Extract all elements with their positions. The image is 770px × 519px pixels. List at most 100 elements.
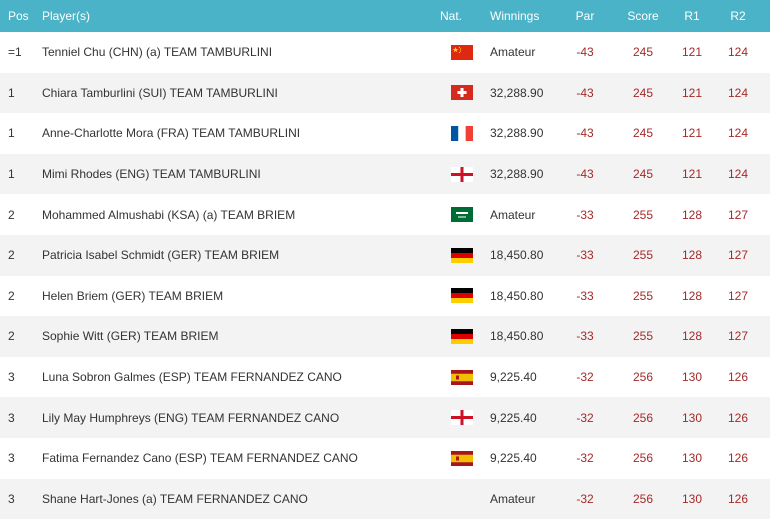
- row-pos: 1: [8, 85, 15, 100]
- row-winnings: 9,225.40: [490, 451, 537, 466]
- row-pos: 3: [8, 491, 15, 506]
- row-player-name[interactable]: Patricia Isabel Schmidt (GER) TEAM BRIEM: [42, 248, 280, 263]
- row-pos: 3: [8, 451, 15, 466]
- row-r1: 121: [681, 45, 703, 60]
- table-row[interactable]: 3 Lily May Humphreys (ENG) TEAM FERNANDEZ…: [0, 397, 770, 438]
- row-par: -43: [576, 167, 594, 182]
- row-par: -33: [576, 248, 594, 263]
- row-score: 245: [632, 126, 654, 141]
- row-r2: 124: [727, 85, 749, 100]
- table-row[interactable]: 2 Sophie Witt (GER) TEAM BRIEM 18,450.80 -3…: [0, 316, 770, 357]
- row-player-name[interactable]: Shane Hart-Jones (a) TEAM FERNANDEZ CANO: [42, 491, 308, 506]
- row-player-name[interactable]: Sophie Witt (GER) TEAM BRIEM: [42, 329, 219, 344]
- row-player-name[interactable]: Anne-Charlotte Mora (FRA) TEAM TAMBURLIN…: [42, 126, 301, 141]
- row-winnings: 32,288.90: [490, 85, 544, 100]
- table-row[interactable]: 3 Shane Hart-Jones (a) TEAM FERNANDEZ CAN…: [0, 478, 770, 519]
- row-pos: 1: [8, 167, 15, 182]
- header-r2[interactable]: R2: [730, 9, 746, 23]
- row-r1: 121: [681, 85, 703, 100]
- row-score: 245: [632, 85, 654, 100]
- row-player-name[interactable]: Luna Sobron Galmes (ESP) TEAM FERNANDEZ …: [42, 370, 342, 385]
- row-r2: 126: [727, 491, 749, 506]
- row-score: 256: [632, 451, 654, 466]
- row-winnings: 9,225.40: [490, 410, 537, 425]
- row-par: -32: [576, 451, 594, 466]
- table-row[interactable]: 1 Anne-Charlotte Mora (FRA) TEAM TAMBURLI…: [0, 113, 770, 154]
- row-player-name[interactable]: Lily May Humphreys (ENG) TEAM FERNANDEZ …: [42, 410, 340, 425]
- row-winnings: Amateur: [490, 207, 536, 222]
- row-pos: 2: [8, 207, 15, 222]
- row-par: -43: [576, 85, 594, 100]
- row-r2: 124: [727, 45, 749, 60]
- header-winnings[interactable]: Winnings: [490, 9, 540, 23]
- header-r1[interactable]: R1: [684, 9, 700, 23]
- row-par: -33: [576, 329, 594, 344]
- row-par: -33: [576, 207, 594, 222]
- row-player-name[interactable]: Mimi Rhodes (ENG) TEAM TAMBURLINI: [42, 167, 261, 182]
- header-pos[interactable]: Pos: [8, 9, 29, 23]
- saudi-arabia-flag-icon: [440, 207, 484, 223]
- row-winnings: 18,450.80: [490, 248, 544, 263]
- table-row[interactable]: 3 Luna Sobron Galmes (ESP) TEAM FERNANDEZ…: [0, 357, 770, 398]
- table-row[interactable]: 2 Mohammed Almushabi (KSA) (a) TEAM BRIEM…: [0, 194, 770, 235]
- row-r2: 126: [727, 370, 749, 385]
- england-flag-icon: [440, 410, 484, 426]
- row-par: -32: [576, 491, 594, 506]
- row-score: 256: [632, 491, 654, 506]
- leaderboard-rows: =1 Tenniel Chu (CHN) (a) TEAM TAMBURLINI A…: [0, 32, 770, 519]
- row-r2: 127: [727, 288, 749, 303]
- header-nat[interactable]: Nat.: [440, 9, 463, 23]
- table-row[interactable]: =1 Tenniel Chu (CHN) (a) TEAM TAMBURLINI A…: [0, 32, 770, 73]
- row-score: 255: [632, 288, 654, 303]
- row-score: 245: [632, 167, 654, 182]
- row-pos: 3: [8, 410, 15, 425]
- leaderboard-header: Pos Player(s) Nat. Winnings Par Score R1…: [0, 0, 770, 32]
- row-r1: 130: [681, 451, 703, 466]
- row-r2: 127: [727, 207, 749, 222]
- france-flag-icon: [440, 125, 484, 141]
- row-par: -33: [576, 288, 594, 303]
- row-player-name[interactable]: Tenniel Chu (CHN) (a) TEAM TAMBURLINI: [42, 45, 273, 60]
- row-r2: 124: [727, 126, 749, 141]
- row-pos: =1: [8, 45, 22, 60]
- row-player-name[interactable]: Mohammed Almushabi (KSA) (a) TEAM BRIEM: [42, 207, 296, 222]
- germany-flag-icon: [440, 328, 484, 344]
- header-par[interactable]: Par: [575, 9, 595, 23]
- row-score: 245: [632, 45, 654, 60]
- table-row[interactable]: 2 Patricia Isabel Schmidt (GER) TEAM BRIE…: [0, 234, 770, 276]
- row-r2: 126: [727, 451, 749, 466]
- header-player[interactable]: Player(s): [42, 9, 91, 23]
- row-score: 255: [632, 329, 654, 344]
- row-pos: 2: [8, 329, 15, 344]
- spain-flag-icon: [440, 369, 484, 385]
- row-winnings: 32,288.90: [490, 167, 544, 182]
- row-r1: 128: [681, 329, 703, 344]
- row-r2: 127: [727, 248, 749, 263]
- row-pos: 1: [8, 126, 15, 141]
- header-score[interactable]: Score: [627, 9, 659, 23]
- row-r1: 130: [681, 491, 703, 506]
- row-player-name[interactable]: Chiara Tamburlini (SUI) TEAM TAMBURLINI: [42, 85, 278, 100]
- row-player-name[interactable]: Fatima Fernandez Cano (ESP) TEAM FERNAND…: [42, 451, 358, 466]
- row-r1: 128: [681, 288, 703, 303]
- spain-flag-icon: [440, 450, 484, 466]
- row-par: -43: [576, 126, 594, 141]
- row-winnings: 9,225.40: [490, 370, 537, 385]
- table-row[interactable]: 1 Chiara Tamburlini (SUI) TEAM TAMBURLINI…: [0, 72, 770, 114]
- row-player-name[interactable]: Helen Briem (GER) TEAM BRIEM: [42, 288, 224, 303]
- row-winnings: Amateur: [490, 491, 536, 506]
- row-r1: 121: [681, 167, 703, 182]
- row-score: 256: [632, 410, 654, 425]
- table-row[interactable]: 1 Mimi Rhodes (ENG) TEAM TAMBURLINI 32,288…: [0, 153, 770, 195]
- row-r2: 127: [727, 329, 749, 344]
- row-r1: 128: [681, 207, 703, 222]
- row-winnings: 18,450.80: [490, 288, 544, 303]
- row-winnings: Amateur: [490, 45, 536, 60]
- china-flag-icon: [440, 44, 484, 60]
- row-r1: 130: [681, 410, 703, 425]
- table-row[interactable]: 2 Helen Briem (GER) TEAM BRIEM 18,450.80 -3…: [0, 276, 770, 317]
- table-row[interactable]: 3 Fatima Fernandez Cano (ESP) TEAM FERNAN…: [0, 438, 770, 479]
- row-r2: 126: [727, 410, 749, 425]
- row-score: 255: [632, 248, 654, 263]
